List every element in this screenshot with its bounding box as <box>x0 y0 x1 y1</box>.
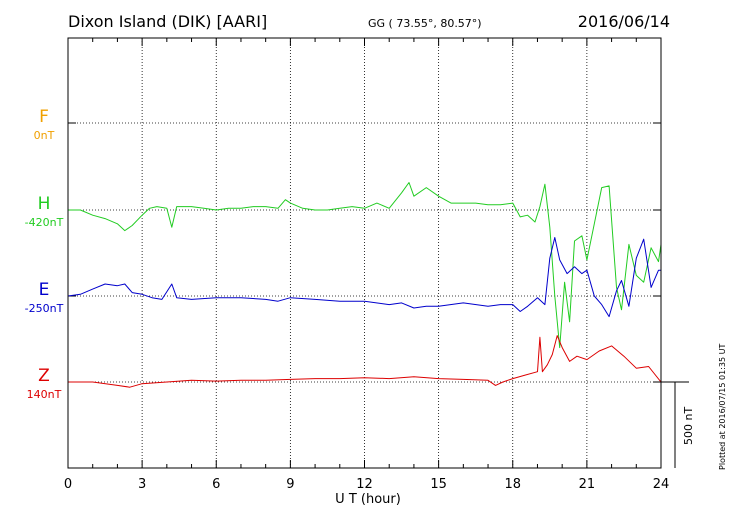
plot-frame <box>67 37 662 469</box>
chart-date: 2016/06/14 <box>578 12 670 31</box>
x-axis-label: U T (hour) <box>335 492 401 507</box>
x-tick-label: 0 <box>64 477 72 492</box>
axis-ticks <box>67 38 662 468</box>
series-line-e <box>67 237 661 318</box>
station-coordinates: GG ( 73.55°, 80.57°) <box>368 17 482 30</box>
x-tick-label: 15 <box>430 477 447 492</box>
data-series <box>67 182 662 388</box>
component-letter-h: H <box>38 194 51 214</box>
component-baseline-e: -250nT <box>25 302 64 315</box>
x-tick-label: 6 <box>212 477 220 492</box>
component-baseline-f: 0nT <box>34 129 55 142</box>
component-letter-f: F <box>39 107 49 127</box>
x-tick-labels: 0 3 6 9 12 15 18 21 24 <box>64 477 669 492</box>
scale-bar-label: 500 nT <box>682 407 695 445</box>
series-line-h <box>68 182 662 349</box>
component-letter-e: E <box>39 280 50 300</box>
x-tick-label: 3 <box>138 477 146 492</box>
x-tick-label: 12 <box>356 477 373 492</box>
x-tick-label: 9 <box>286 477 294 492</box>
series-line-z <box>68 335 662 388</box>
x-tick-label: 24 <box>653 477 670 492</box>
component-baseline-h: -420nT <box>25 216 64 229</box>
grid <box>68 38 661 468</box>
station-title: Dixon Island (DIK) [AARI] <box>68 12 267 31</box>
x-tick-label: 21 <box>579 477 596 492</box>
x-tick-label: 18 <box>504 477 521 492</box>
component-baseline-z: 140nT <box>27 388 62 401</box>
plotted-note: Plotted at 2016/07/15 01:35 UT <box>718 344 727 470</box>
component-labels: F 0nT H -420nT E -250nT Z 140nT <box>25 107 64 401</box>
scale-bar: 500 nT <box>661 381 695 468</box>
component-letter-z: Z <box>38 366 50 386</box>
